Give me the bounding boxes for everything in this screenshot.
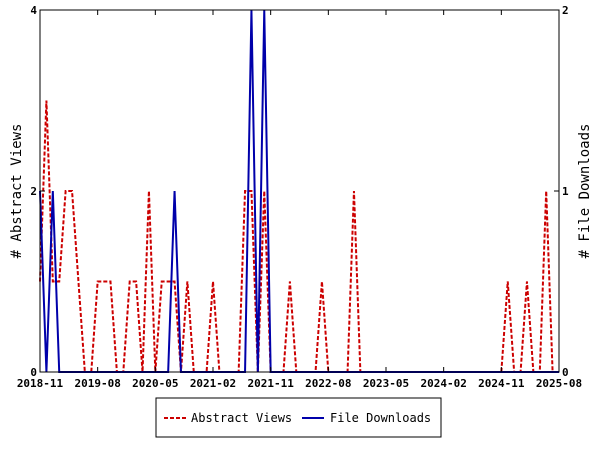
y-right-tick-label: 0 — [562, 366, 569, 379]
x-tick-label: 2021-11 — [247, 377, 294, 390]
x-tick-label: 2021-02 — [190, 377, 236, 390]
x-tick-label: 2018-11 — [17, 377, 64, 390]
x-tick-label: 2022-08 — [305, 377, 351, 390]
legend-box — [155, 397, 442, 438]
x-tick-label: 2024-11 — [478, 377, 525, 390]
x-tick-label: 2024-02 — [420, 377, 466, 390]
x-axis: 2018-11 2019-08 2020-05 2021-02 2021-11 2022-… — [17, 10, 582, 390]
y-right-tick-label: 1 — [562, 185, 569, 198]
legend: Abstract Views File Downloads — [155, 397, 442, 438]
legend-label-abstract-views: Abstract Views — [191, 411, 292, 425]
x-tick-label: 2019-08 — [74, 377, 120, 390]
y-left-tick-label: 4 — [30, 4, 37, 17]
x-tick-label: 2025-08 — [536, 377, 582, 390]
x-tick-label: 2020-05 — [132, 377, 178, 390]
y-axis-right: 0 1 2 — [554, 4, 569, 379]
y-left-tick-label: 2 — [30, 185, 37, 198]
y-axis-left-title: # Abstract Views — [9, 124, 25, 259]
x-tick-label: 2023-05 — [363, 377, 409, 390]
y-axis-left: 0 2 4 — [30, 4, 45, 379]
legend-label-file-downloads: File Downloads — [330, 411, 431, 425]
y-axis-right-title: # File Downloads — [577, 124, 593, 259]
y-left-tick-label: 0 — [30, 366, 37, 379]
y-right-tick-label: 2 — [562, 4, 569, 17]
